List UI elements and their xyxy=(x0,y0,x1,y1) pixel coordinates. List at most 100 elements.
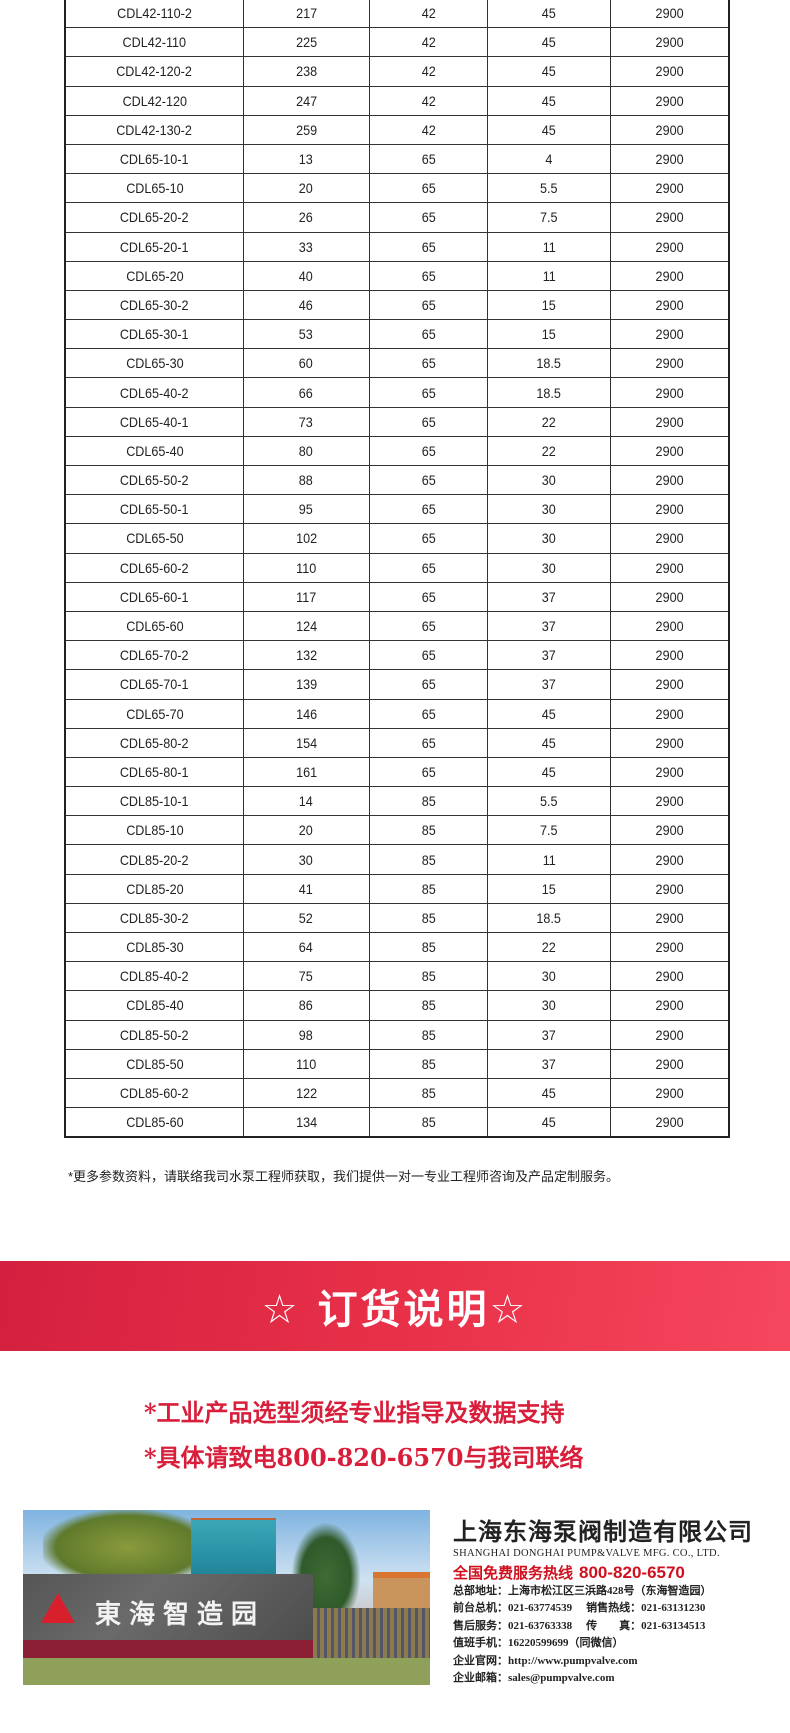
cell-text: CDL65-70-2 xyxy=(120,647,189,664)
cell-text: CDL85-60-2 xyxy=(120,1085,189,1102)
website-link[interactable]: 企业官网：http://www.pumpvalve.com xyxy=(453,1654,638,1667)
table-row: CDL65-60-1 117 65 37 2900 xyxy=(64,581,730,612)
table-cell: 45 xyxy=(487,756,611,788)
pump-spec-table: CDL42-110-2 217 42 45 2900 CDL42-110 225 42 45 29… xyxy=(64,0,730,1139)
cell-text: 45 xyxy=(541,5,556,22)
cell-text: CDL85-10 xyxy=(125,822,184,839)
table-row: CDL65-80-2 154 65 45 2900 xyxy=(64,727,730,758)
table-cell: 45 xyxy=(487,27,611,58)
table-cell: 161 xyxy=(242,756,370,788)
cell-text: 37 xyxy=(541,676,556,693)
table-cell: 2900 xyxy=(609,610,730,642)
cell-text: 80 xyxy=(299,442,314,459)
table-row: CDL42-110 225 42 45 2900 xyxy=(64,27,730,58)
table-row: CDL65-10-1 13 65 4 2900 xyxy=(64,143,730,175)
table-row: CDL85-60-2 122 85 45 2900 xyxy=(64,1077,730,1109)
table-cell: 11 xyxy=(487,231,611,262)
table-row: CDL42-130-2 259 42 45 2900 xyxy=(64,114,730,145)
cell-text: 45 xyxy=(541,734,556,751)
cell-text: 65 xyxy=(421,413,436,430)
cell-text: 2900 xyxy=(655,1085,684,1102)
cell-text: CDL65-10-1 xyxy=(120,151,189,168)
table-cell: 2900 xyxy=(609,406,730,437)
table-cell: CDL65-40-2 xyxy=(64,377,244,408)
table-cell: 20 xyxy=(242,173,370,204)
table-row: CDL65-80-1 161 65 45 2900 xyxy=(64,756,730,788)
cell-text: CDL65-50-2 xyxy=(120,472,189,489)
table-cell: 65 xyxy=(368,464,489,496)
cell-text: 154 xyxy=(295,734,317,751)
table-row: CDL65-20-1 33 65 11 2900 xyxy=(64,231,730,262)
cell-text: 85 xyxy=(421,1085,436,1102)
cell-text: 45 xyxy=(541,34,556,51)
table-cell: 65 xyxy=(368,173,489,204)
table-cell: 65 xyxy=(368,494,489,525)
table-row: CDL85-40 86 85 30 2900 xyxy=(64,990,730,1021)
table-cell: 37 xyxy=(487,669,611,700)
table-cell: 37 xyxy=(487,610,611,642)
cell-text: 238 xyxy=(295,63,317,80)
table-cell: CDL65-80-2 xyxy=(64,727,244,758)
cell-text: CDL65-50-1 xyxy=(120,501,189,518)
table-cell: 41 xyxy=(242,873,370,904)
table-cell: 2900 xyxy=(609,202,730,233)
table-row: CDL65-40 80 65 22 2900 xyxy=(64,435,730,467)
table-cell: 85 xyxy=(368,1107,489,1138)
table-row: CDL85-60 134 85 45 2900 xyxy=(64,1107,730,1138)
table-cell: 85 xyxy=(368,1048,489,1079)
cell-text: 139 xyxy=(295,676,317,693)
cell-text: CDL85-60 xyxy=(125,1114,184,1131)
table-row: CDL65-30 60 65 18.5 2900 xyxy=(64,348,730,379)
cell-text: 60 xyxy=(299,355,314,372)
cell-text: 22 xyxy=(541,939,556,956)
cell-text: CDL85-30-2 xyxy=(120,909,189,926)
table-cell: 2900 xyxy=(609,873,730,904)
table-cell: CDL65-10 xyxy=(64,173,244,204)
cell-text: CDL65-60 xyxy=(125,618,184,635)
table-row: CDL85-10 20 85 7.5 2900 xyxy=(64,815,730,846)
cell-text: 2900 xyxy=(655,501,684,518)
cell-text: 110 xyxy=(296,559,317,576)
table-cell: 85 xyxy=(368,815,489,846)
cell-text: CDL85-20-2 xyxy=(120,851,189,868)
cell-text: CDL65-20-2 xyxy=(120,209,189,226)
cell-text: 2900 xyxy=(655,296,684,313)
hotline: 全国免费服务热线 800-820-6570 xyxy=(453,1562,773,1583)
table-cell: 4 xyxy=(487,143,611,175)
table-cell: 42 xyxy=(368,27,489,58)
cell-text: 30 xyxy=(541,559,556,576)
table-cell: 22 xyxy=(487,406,611,437)
cell-text: CDL65-60-1 xyxy=(120,588,189,605)
table-cell: 33 xyxy=(242,231,370,262)
cell-text: 65 xyxy=(421,180,436,197)
cell-text: 65 xyxy=(421,676,436,693)
fax: 传 真：021-63134513 xyxy=(586,1619,706,1632)
table-cell: 75 xyxy=(242,961,370,992)
table-cell: 85 xyxy=(368,931,489,963)
table-cell: 217 xyxy=(242,0,370,29)
table-cell: 259 xyxy=(242,114,370,145)
cell-text: 2900 xyxy=(655,763,684,780)
table-cell: CDL42-120 xyxy=(64,85,244,116)
table-row: CDL42-110-2 217 42 45 2900 xyxy=(64,0,730,29)
table-cell: 2900 xyxy=(609,494,730,525)
table-row: CDL42-120-2 238 42 45 2900 xyxy=(64,56,730,87)
table-cell: 117 xyxy=(242,581,370,612)
table-cell: 14 xyxy=(242,786,370,817)
table-cell: 110 xyxy=(242,1048,370,1079)
cell-text: 134 xyxy=(295,1114,317,1131)
cell-text: 65 xyxy=(421,442,436,459)
table-cell: 98 xyxy=(242,1019,370,1050)
cell-text: 65 xyxy=(421,588,436,605)
cell-text: 259 xyxy=(295,121,317,138)
cell-text: 124 xyxy=(295,618,317,635)
cell-text: 2900 xyxy=(655,647,684,664)
cell-text: 30 xyxy=(299,851,314,868)
table-cell: 65 xyxy=(368,610,489,642)
sign-text: 東海智造园 xyxy=(95,1600,266,1630)
cell-text: 45 xyxy=(541,763,556,780)
cell-text: 65 xyxy=(421,472,436,489)
table-cell: 2900 xyxy=(609,931,730,963)
flower-bed xyxy=(23,1640,313,1658)
email-link[interactable]: 企业邮箱：sales@pumpvalve.com xyxy=(453,1672,615,1685)
